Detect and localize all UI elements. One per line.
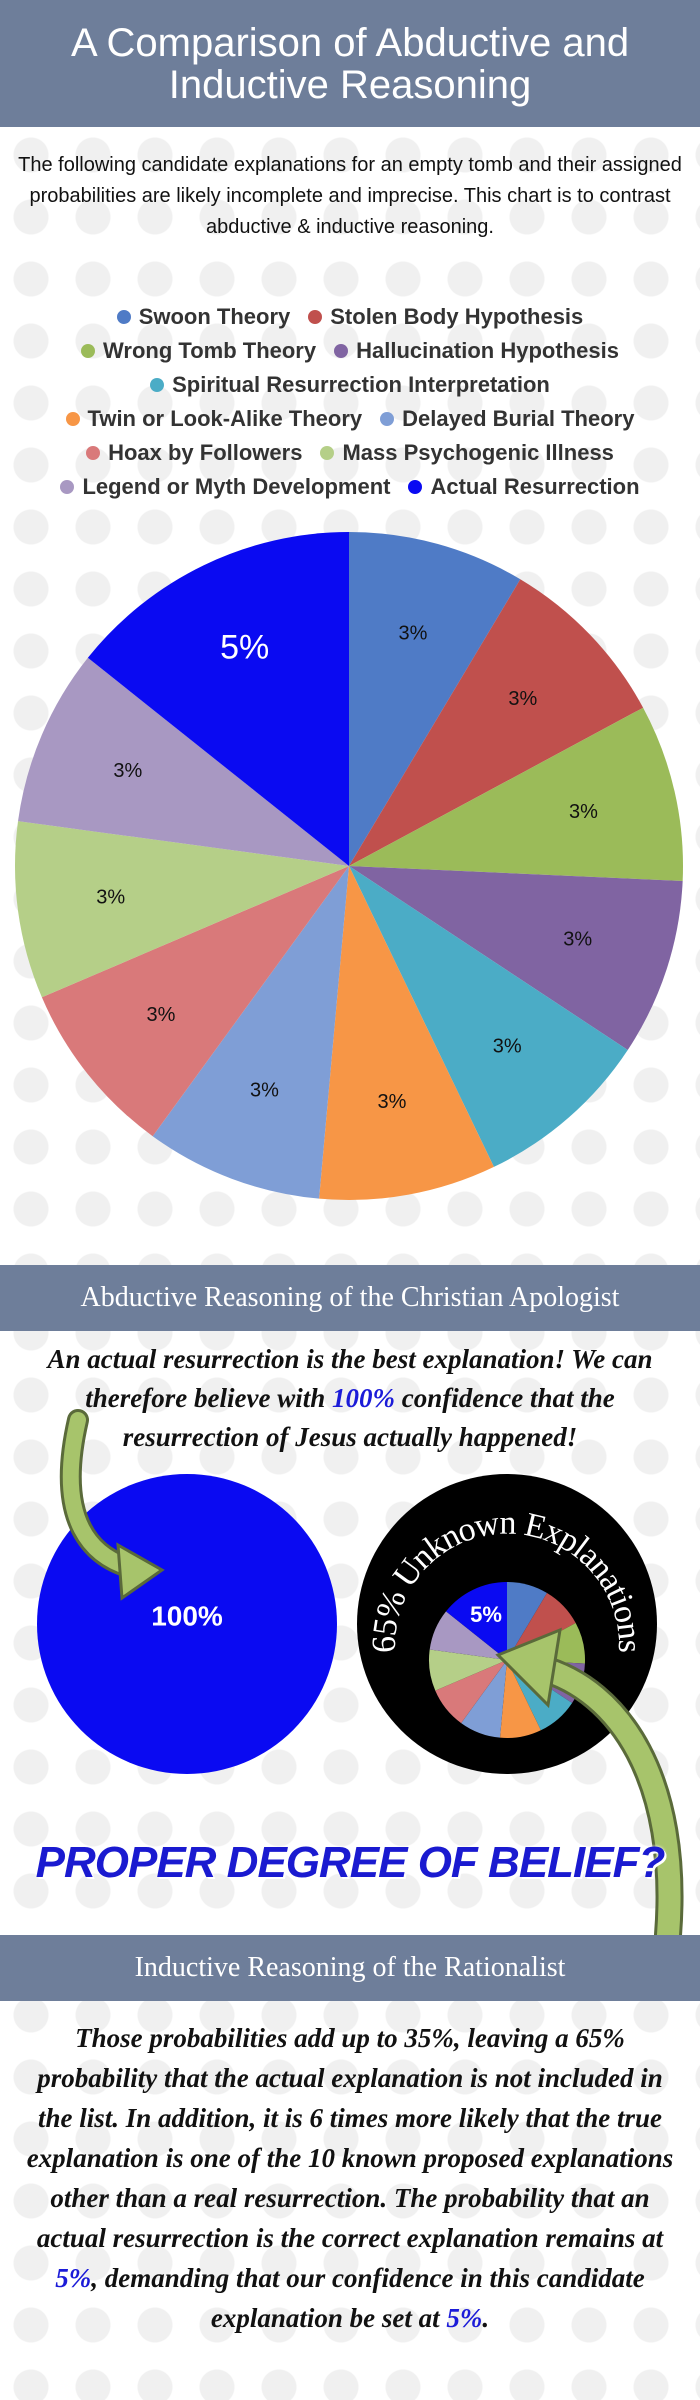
- highlight: 100%: [331, 1383, 395, 1413]
- legend-label: Mass Psychogenic Illness: [342, 440, 614, 465]
- text-run: .: [482, 2303, 490, 2333]
- legend-row: Wrong Tomb Theory Hallucination Hypothesi…: [0, 334, 700, 368]
- pie-slice: [429, 1649, 507, 1691]
- slice-label: 3%: [399, 622, 428, 644]
- highlight: 5%: [446, 2303, 483, 2333]
- legend-label: Legend or Myth Development: [82, 474, 391, 499]
- pie-slice: [349, 866, 683, 1050]
- pie-slice: [349, 532, 521, 866]
- abductive-text: An actual resurrection is the best expla…: [20, 1340, 680, 1457]
- pie-slice: [507, 1582, 548, 1660]
- legend-row: Swoon Theory Stolen Body Hypothesis: [0, 300, 700, 334]
- pie-slice: [349, 579, 644, 866]
- text-run: An actual resurrection is the best expla…: [47, 1344, 653, 1413]
- legend-label: Twin or Look-Alike Theory: [87, 406, 363, 431]
- pie-slice: [435, 1660, 507, 1724]
- legend-item: Swoon Theory: [116, 304, 291, 330]
- slice-label: 3%: [377, 1091, 406, 1113]
- legend-row: Hoax by Followers Mass Psychogenic Illnes…: [0, 436, 700, 470]
- pie-slice: [18, 657, 350, 866]
- slice-label: 5%: [220, 628, 269, 666]
- legend-item: Wrong Tomb Theory: [81, 338, 316, 364]
- legend-label: Actual Resurrection: [430, 474, 640, 499]
- pie-slice: [461, 1660, 507, 1738]
- legend-label: Delayed Burial Theory: [402, 406, 635, 431]
- pie-chart: 3% 3% 3% 3% 3% 3% 3% 3% 3% 3% 5%: [14, 532, 683, 1200]
- title: A Comparison of Abductive and Inductive …: [70, 20, 630, 107]
- legend-swatch: [60, 480, 75, 494]
- legend-swatch: [320, 446, 335, 460]
- slice-label: 3%: [493, 1035, 522, 1057]
- pie-slice: [349, 866, 628, 1167]
- legend-label: Hoax by Followers: [108, 440, 303, 465]
- legend-swatch: [81, 344, 96, 358]
- legend-swatch: [65, 412, 80, 426]
- legend-item: Mass Psychogenic Illness: [320, 440, 614, 466]
- legend-swatch: [308, 310, 323, 324]
- pie-slice: [152, 866, 349, 1199]
- arrow-head: [495, 1627, 562, 1709]
- legend-row: Twin or Look-Alike Theory Delayed Burial …: [0, 402, 700, 436]
- legend-label: Spiritual Resurrection Interpretation: [172, 372, 550, 397]
- legend-row: Spiritual Resurrection Interpretation: [0, 368, 700, 402]
- pie-slice: [319, 866, 494, 1200]
- pie-slice: [87, 532, 349, 866]
- slice-label: 3%: [508, 688, 537, 710]
- section-heading: Inductive Reasoning of the Rationalist: [0, 1935, 700, 2001]
- legend-item: Stolen Body Hypothesis: [308, 304, 583, 330]
- slice-label: 3%: [569, 801, 598, 823]
- legend-row: Legend or Myth Development Actual Resurre…: [0, 470, 700, 504]
- slice-label: 3%: [563, 929, 592, 951]
- legend-item: Spiritual Resurrection Interpretation: [150, 372, 550, 398]
- arrow: [529, 1657, 681, 1946]
- pie-slice: [41, 866, 350, 1137]
- text-run: confidence that the resurrection of Jesu…: [122, 1383, 615, 1452]
- legend-item: Legend or Myth Development: [60, 474, 390, 500]
- slice-label: 3%: [147, 1004, 176, 1026]
- legend-swatch: [116, 310, 131, 324]
- legend-swatch: [380, 412, 395, 426]
- legend: Swoon Theory Stolen Body Hypothesis Wrong …: [0, 300, 700, 504]
- legend-item: Actual Resurrection: [408, 474, 640, 500]
- legend-label: Wrong Tomb Theory: [103, 338, 317, 363]
- legend-label: Hallucination Hypothesis: [356, 338, 619, 363]
- slice-label: 3%: [250, 1079, 279, 1101]
- legend-swatch: [334, 344, 349, 358]
- slice-label: 3%: [113, 760, 142, 782]
- pie-slice: [446, 1582, 507, 1660]
- legend-item: Hallucination Hypothesis: [334, 338, 619, 364]
- legend-label: Stolen Body Hypothesis: [330, 304, 584, 329]
- text-run: , demanding that our confidence in this …: [91, 2263, 645, 2333]
- legend-swatch: [408, 480, 423, 494]
- full-pie-label: 100%: [151, 1600, 223, 1631]
- inductive-text: Those probabilities add up to 35%, leavi…: [20, 2018, 680, 2338]
- arrow-head: [116, 1542, 165, 1601]
- text-run: Those probabilities add up to 35%, leavi…: [26, 2023, 674, 2253]
- pie-slice: [349, 707, 683, 881]
- pie-slice: [14, 821, 349, 998]
- pie-slice: [429, 1611, 507, 1660]
- header: A Comparison of Abductive and Inductive …: [0, 0, 700, 127]
- question: PROPER DEGREE OF BELIEF?: [35, 1838, 666, 1887]
- legend-label: Swoon Theory: [138, 304, 291, 329]
- intro: The following candidate explanations for…: [18, 154, 682, 238]
- highlight: 5%: [55, 2263, 92, 2293]
- legend-swatch: [86, 446, 101, 460]
- legend-item: Twin or Look-Alike Theory: [65, 406, 363, 432]
- slice-label: 5%: [470, 1602, 502, 1627]
- slice-label: 3%: [96, 887, 125, 909]
- legend-item: Delayed Burial Theory: [380, 406, 634, 432]
- legend-swatch: [150, 378, 165, 392]
- legend-item: Hoax by Followers: [86, 440, 302, 466]
- pie-slice: [500, 1660, 541, 1739]
- section-heading: Abductive Reasoning of the Christian Apo…: [0, 1265, 700, 1331]
